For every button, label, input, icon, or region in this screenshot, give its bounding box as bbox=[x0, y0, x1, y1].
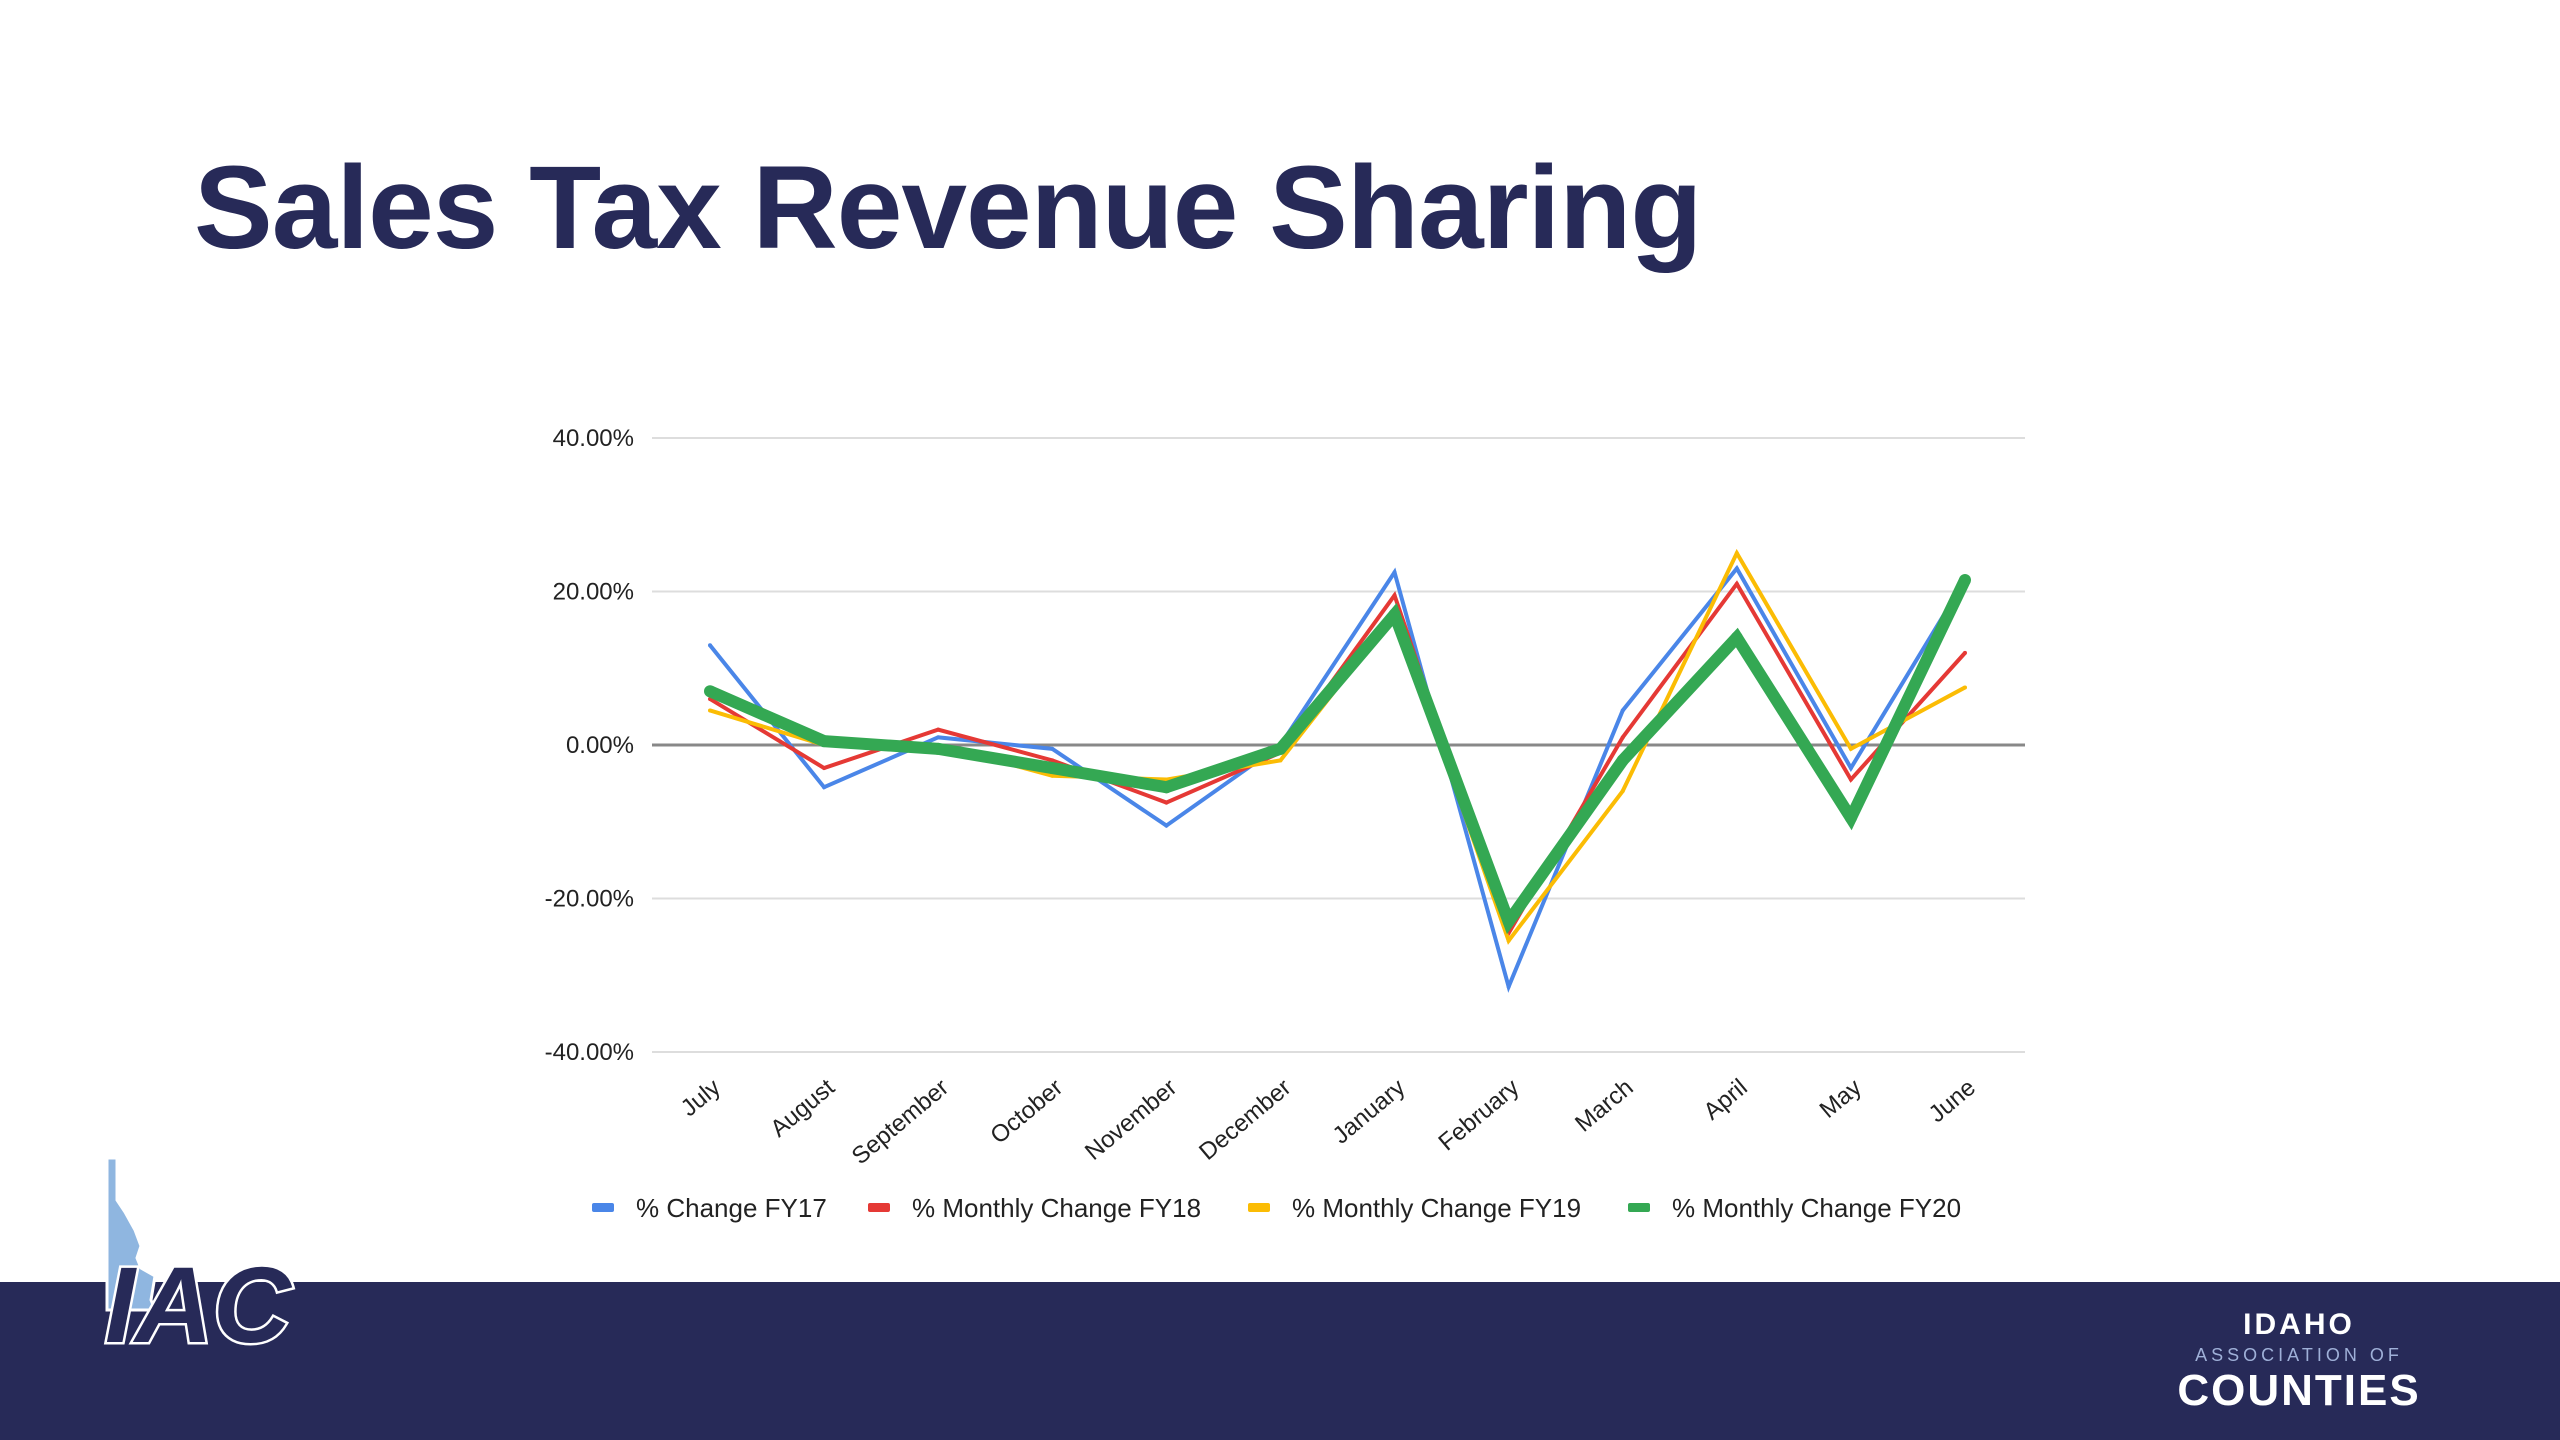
data-point bbox=[1050, 773, 1055, 778]
data-point bbox=[1388, 608, 1401, 621]
line-chart: 40.00% 20.00% 0.00% -20.00% -40.00% July Augu… bbox=[545, 425, 2025, 1223]
data-point bbox=[822, 766, 827, 771]
data-point bbox=[1164, 800, 1169, 805]
legend-label: % Monthly Change FY20 bbox=[1672, 1193, 1961, 1223]
legend-label: % Monthly Change FY19 bbox=[1292, 1193, 1581, 1223]
data-point bbox=[1616, 754, 1629, 767]
data-point bbox=[1392, 570, 1397, 575]
data-point bbox=[708, 708, 712, 713]
x-axis-tick-labels: July August September October November Decemb… bbox=[676, 1074, 1981, 1170]
legend-swatch bbox=[1248, 1203, 1270, 1212]
legend-label: % Change FY17 bbox=[636, 1193, 827, 1223]
data-point bbox=[1734, 581, 1739, 586]
data-point bbox=[1734, 551, 1739, 556]
data-point bbox=[1963, 650, 1967, 655]
data-point bbox=[932, 742, 945, 755]
x-tick-label: December bbox=[1194, 1074, 1296, 1166]
x-tick-label: October bbox=[985, 1074, 1068, 1150]
x-tick-label: September bbox=[847, 1074, 954, 1170]
data-point bbox=[1848, 766, 1853, 771]
x-tick-label: November bbox=[1080, 1074, 1182, 1166]
data-point bbox=[1734, 566, 1739, 571]
org-wordmark: IDAHO ASSOCIATION OF COUNTIES bbox=[2169, 1308, 2429, 1414]
data-point bbox=[822, 785, 827, 790]
x-tick-label: August bbox=[765, 1074, 840, 1143]
data-point bbox=[1050, 746, 1055, 751]
data-point bbox=[1274, 742, 1287, 755]
data-point bbox=[936, 727, 941, 732]
org-name-line-1: IDAHO bbox=[2243, 1308, 2355, 1341]
data-point bbox=[1620, 789, 1625, 794]
data-point bbox=[1959, 573, 1971, 586]
data-point bbox=[1620, 708, 1625, 713]
x-tick-label: May bbox=[1815, 1074, 1867, 1124]
footer-band bbox=[0, 1282, 2560, 1440]
y-tick-label: -20.00% bbox=[545, 886, 634, 913]
data-point bbox=[1046, 762, 1059, 775]
data-point bbox=[1848, 746, 1853, 751]
x-tick-label: July bbox=[676, 1074, 726, 1122]
data-point bbox=[818, 735, 831, 748]
iac-logo-text: IAC bbox=[105, 1244, 293, 1365]
y-tick-label: 20.00% bbox=[553, 579, 634, 606]
data-point bbox=[1730, 631, 1743, 644]
x-tick-label: January bbox=[1328, 1074, 1411, 1150]
data-point bbox=[1160, 781, 1173, 794]
data-point bbox=[1164, 777, 1169, 782]
data-point bbox=[1848, 777, 1853, 782]
slide-title: Sales Tax Revenue Sharing bbox=[194, 142, 1702, 274]
data-point bbox=[1050, 758, 1055, 763]
data-point bbox=[1844, 811, 1857, 824]
data-point bbox=[1164, 823, 1169, 828]
y-tick-label: 0.00% bbox=[566, 732, 634, 759]
iac-logo: IAC bbox=[103, 1156, 296, 1368]
y-tick-label: 40.00% bbox=[553, 425, 634, 452]
data-point bbox=[1506, 938, 1511, 943]
data-point bbox=[936, 735, 941, 740]
idaho-state-shape-icon bbox=[105, 1156, 158, 1312]
data-point bbox=[1620, 735, 1625, 740]
data-point bbox=[1392, 593, 1397, 598]
series-line bbox=[707, 577, 1971, 935]
legend-swatch bbox=[868, 1203, 890, 1212]
chart-legend: % Change FY17 % Monthly Change FY18 % Mont… bbox=[592, 1193, 1961, 1223]
data-point bbox=[1506, 984, 1511, 989]
y-axis-tick-labels: 40.00% 20.00% 0.00% -20.00% -40.00% bbox=[545, 425, 634, 1066]
legend-swatch bbox=[592, 1203, 614, 1212]
data-point bbox=[708, 643, 712, 648]
data-point bbox=[704, 685, 716, 698]
y-tick-label: -40.00% bbox=[545, 1039, 634, 1066]
chart-series bbox=[704, 548, 1971, 993]
legend-label: % Monthly Change FY18 bbox=[912, 1193, 1201, 1223]
series-line bbox=[708, 564, 1967, 993]
x-tick-label: April bbox=[1699, 1074, 1753, 1126]
x-tick-label: February bbox=[1434, 1074, 1525, 1156]
data-point bbox=[1502, 915, 1515, 928]
org-name-line-2: ASSOCIATION OF bbox=[2195, 1345, 2403, 1365]
data-point bbox=[1278, 758, 1283, 763]
org-name-line-3: COUNTIES bbox=[2177, 1366, 2421, 1415]
x-tick-label: June bbox=[1924, 1074, 1981, 1128]
legend-swatch bbox=[1628, 1203, 1650, 1212]
x-tick-label: March bbox=[1570, 1074, 1638, 1138]
data-point bbox=[1963, 685, 1967, 690]
